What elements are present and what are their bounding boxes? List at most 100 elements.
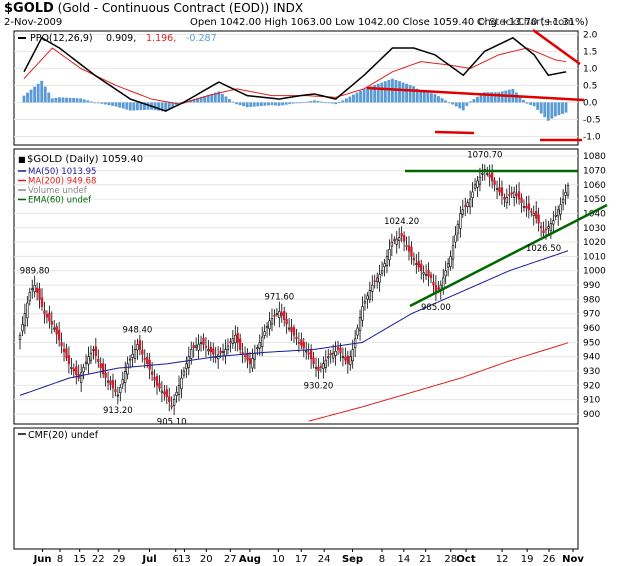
price-candle: [417, 251, 420, 272]
candle-body-down: [537, 214, 540, 224]
price-candle: [258, 334, 261, 356]
ppo-histogram-bar: [476, 96, 479, 103]
candle-body-up: [466, 202, 469, 207]
ppo-histogram-bar: [164, 102, 168, 112]
candle-body-up: [87, 356, 90, 365]
price-candle: [383, 258, 386, 277]
description: (Gold - Continuous Contract (EOD)): [57, 1, 270, 15]
candle-body-down: [273, 314, 276, 317]
price-candle: [268, 311, 271, 336]
ppo-histogram-bar: [564, 102, 568, 113]
candle-body-down: [40, 297, 44, 307]
price-title: $GOLD (Daily) 1059.40: [27, 154, 143, 165]
price-candle: [468, 190, 472, 215]
candle-body-up: [182, 370, 186, 376]
price-candle: [532, 205, 535, 226]
ppo-histogram-bar: [426, 92, 430, 103]
candle-body-up: [422, 272, 425, 275]
price-candle: [28, 287, 31, 306]
price-label: 930.20: [304, 382, 334, 392]
candle-body-up: [561, 198, 565, 204]
ppo-histogram-bar: [199, 96, 203, 103]
candle-body-up: [128, 358, 132, 361]
candle-body-up: [495, 188, 499, 190]
price-candle: [549, 217, 553, 239]
ppo-histogram-bar: [29, 89, 33, 103]
candle-body-down: [302, 342, 305, 349]
price-candle: [510, 186, 513, 199]
candle-body-down: [143, 358, 146, 360]
ppo-histogram-bar: [36, 83, 40, 103]
candle-body-down: [420, 263, 423, 272]
candle-body-up: [366, 295, 369, 300]
candle-body-up: [444, 270, 447, 277]
price-candle: [75, 360, 78, 385]
candle-body-up: [160, 390, 164, 393]
price-candle: [525, 196, 528, 217]
ppo-histogram-bar: [68, 97, 72, 103]
candle-body-down: [202, 337, 205, 346]
price-candle: [415, 253, 418, 274]
price-candle: [429, 271, 433, 284]
ppo-histogram-bar: [50, 98, 54, 103]
ppo-histogram-bar: [220, 93, 224, 103]
ppo-histogram-bar: [274, 102, 277, 106]
price-candle: [48, 305, 51, 329]
ppo-histogram-bar: [178, 102, 182, 104]
x-tick-label: 21: [419, 554, 432, 565]
x-tick-label: 26: [543, 554, 556, 565]
candle-body-up: [131, 353, 134, 358]
candle-body-down: [109, 380, 112, 385]
candle-body-up: [287, 327, 291, 330]
candle-body-up: [388, 248, 391, 261]
price-candle: [564, 184, 567, 205]
candle-body-up: [194, 345, 198, 348]
candle-body-up: [564, 192, 567, 196]
ppo-histogram-bar: [458, 102, 462, 109]
candle-body-down: [527, 203, 531, 211]
candle-body-up: [80, 372, 83, 383]
ppo-histogram-bar: [313, 100, 316, 103]
price-candle: [84, 354, 88, 370]
candle-body-up: [221, 351, 225, 353]
price-candle: [270, 308, 274, 332]
candle-body-up: [383, 263, 386, 268]
candle-body-up: [324, 359, 327, 368]
candle-body-down: [500, 187, 504, 196]
ppo-histogram-bar: [277, 102, 281, 106]
ppo-histogram-bar: [461, 102, 465, 111]
x-tick-label: Jul: [141, 554, 156, 565]
ppo-histogram-bar: [373, 85, 377, 103]
price-candle: [275, 308, 279, 317]
ppo-tick-label: 0.0: [583, 98, 598, 108]
price-candle: [109, 375, 112, 391]
ppo-histogram-bar: [355, 92, 359, 103]
candle-body-up: [23, 313, 27, 326]
ppo-histogram-bar: [550, 102, 554, 119]
candle-body-down: [72, 368, 75, 372]
candle-body-up: [106, 380, 110, 383]
candle-body-down: [239, 338, 242, 350]
price-tick-label: 920: [583, 381, 600, 391]
price-candle: [180, 369, 183, 399]
price-candle: [285, 312, 288, 334]
candle-body-down: [141, 349, 144, 355]
ppo-histogram-bar: [479, 94, 483, 103]
candle-body-up: [190, 349, 193, 359]
ppo-histogram-bar: [121, 102, 125, 109]
candle-body-down: [295, 336, 298, 340]
price-candle: [481, 163, 484, 181]
price-candle: [295, 328, 298, 346]
price-candle: [121, 371, 124, 390]
ppo-tick-label: 0.5: [583, 81, 597, 91]
candle-body-up: [231, 338, 234, 344]
price-candle: [226, 338, 230, 355]
candle-body-down: [309, 349, 313, 360]
candle-body-up: [136, 344, 139, 351]
price-legend-text: EMA(60) undef: [28, 196, 92, 206]
ppo-resistance-line: [366, 86, 585, 102]
price-candle: [199, 335, 203, 352]
candle-body-up: [133, 349, 137, 359]
ma200-line: [308, 342, 569, 422]
ppo-histogram-bar: [320, 101, 323, 103]
